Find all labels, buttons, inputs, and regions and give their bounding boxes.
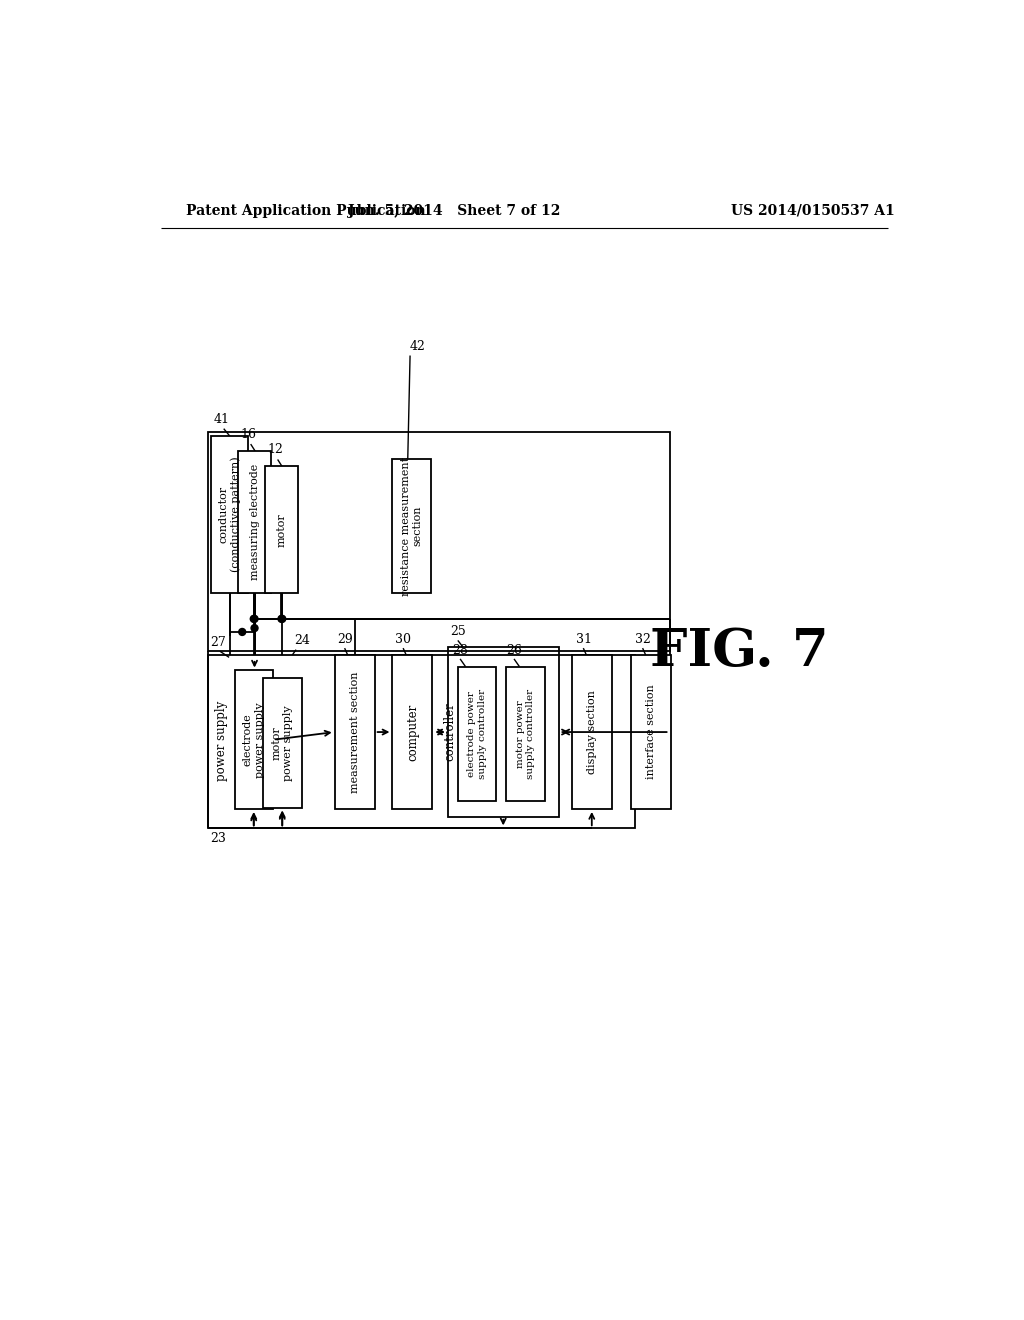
Circle shape: [239, 628, 246, 635]
Text: conductor
(conductive pattern): conductor (conductive pattern): [219, 457, 241, 573]
Text: measurement section: measurement section: [349, 672, 359, 793]
Bar: [458, 667, 497, 801]
Circle shape: [279, 615, 286, 622]
Circle shape: [251, 615, 258, 622]
Text: 26: 26: [506, 644, 522, 657]
Text: interface section: interface section: [646, 685, 656, 779]
Text: resistance measurement
section: resistance measurement section: [400, 457, 423, 595]
Text: motor: motor: [276, 513, 287, 546]
Text: controller: controller: [443, 702, 457, 762]
Text: 12: 12: [267, 444, 284, 457]
Bar: [392, 459, 431, 594]
Circle shape: [278, 615, 285, 622]
Text: 31: 31: [575, 632, 592, 645]
Text: motor
power supply: motor power supply: [271, 705, 293, 780]
Text: display section: display section: [587, 690, 597, 774]
Circle shape: [250, 615, 257, 622]
Text: US 2014/0150537 A1: US 2014/0150537 A1: [731, 203, 895, 218]
Text: 16: 16: [241, 428, 257, 441]
Text: computer: computer: [406, 704, 419, 760]
Bar: [265, 466, 298, 594]
Text: 41: 41: [214, 413, 229, 425]
Text: 25: 25: [451, 626, 466, 638]
Text: Jun. 5, 2014   Sheet 7 of 12: Jun. 5, 2014 Sheet 7 of 12: [348, 203, 560, 218]
Bar: [447, 647, 559, 817]
Text: motor power
supply controller: motor power supply controller: [516, 689, 536, 779]
Bar: [208, 432, 670, 651]
Text: 23: 23: [211, 832, 226, 845]
Text: Patent Application Publication: Patent Application Publication: [186, 203, 426, 218]
Text: 29: 29: [337, 632, 352, 645]
Bar: [571, 655, 611, 809]
Text: 28: 28: [453, 644, 468, 657]
Text: electrode power
supply controller: electrode power supply controller: [467, 689, 486, 779]
Bar: [392, 655, 432, 809]
Text: 32: 32: [635, 632, 651, 645]
Text: power supply: power supply: [215, 701, 228, 781]
Text: FIG. 7: FIG. 7: [649, 626, 828, 677]
Text: 30: 30: [395, 632, 412, 645]
Bar: [239, 451, 270, 594]
Bar: [263, 678, 301, 808]
Bar: [208, 655, 635, 829]
Bar: [631, 655, 671, 809]
Bar: [211, 436, 249, 594]
Text: 27: 27: [211, 636, 226, 649]
Text: electrode
power supply: electrode power supply: [243, 702, 264, 777]
Bar: [506, 667, 545, 801]
Circle shape: [251, 624, 258, 631]
Bar: [234, 671, 273, 809]
Bar: [335, 655, 375, 809]
Text: 42: 42: [410, 341, 426, 354]
Text: 24: 24: [294, 635, 309, 647]
Text: measuring electrode: measuring electrode: [250, 465, 259, 581]
